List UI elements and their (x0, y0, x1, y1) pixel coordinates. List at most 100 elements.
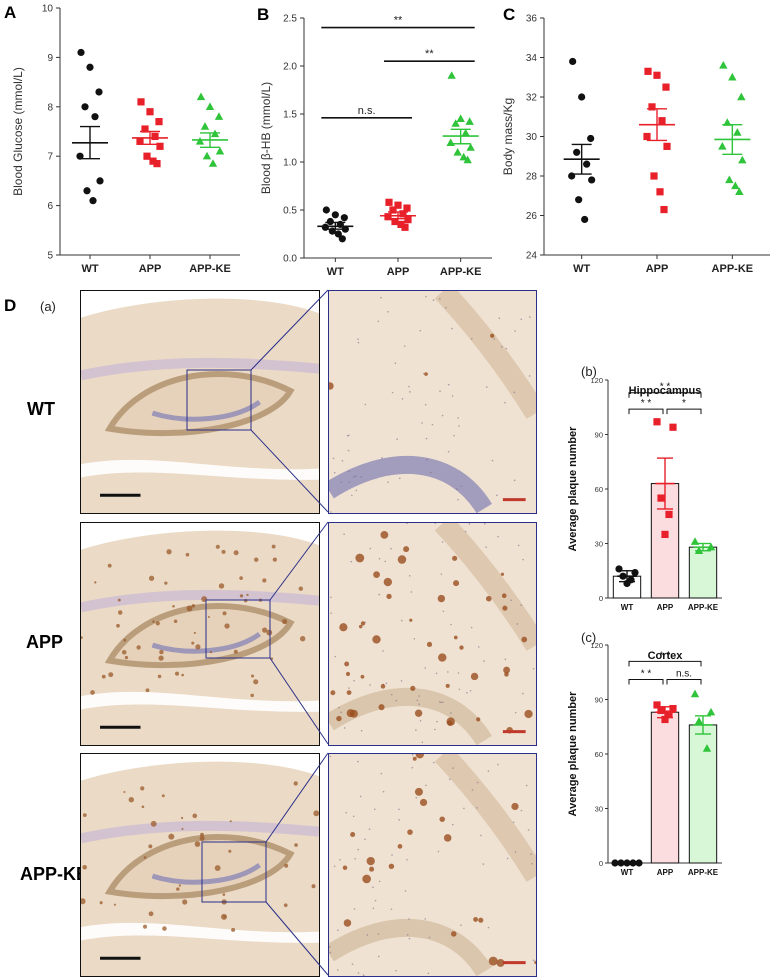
cell-nucleus (418, 703, 420, 705)
amyloid-plaque (148, 575, 155, 581)
data-point (208, 159, 218, 167)
cell-nucleus (374, 808, 376, 811)
cell-nucleus (360, 729, 363, 732)
data-point (706, 707, 716, 716)
amyloid-plaque (294, 843, 298, 847)
y-tick-label: 0.0 (283, 254, 297, 265)
data-point (587, 134, 595, 143)
cell-nucleus (366, 934, 369, 936)
amyloid-plaque (502, 605, 508, 611)
cell-nucleus (390, 908, 393, 910)
amyloid-plaque (452, 555, 458, 561)
data-point (205, 102, 215, 110)
amyloid-plaque (123, 638, 127, 642)
y-tick-label: 9 (47, 53, 53, 64)
cell-nucleus (500, 346, 503, 348)
y-tick-label: 36 (526, 14, 538, 25)
amyloid-plaque (503, 666, 511, 674)
cell-nucleus (378, 593, 381, 596)
amyloid-plaque (336, 715, 342, 722)
data-point (631, 568, 639, 577)
amyloid-plaque (185, 552, 190, 557)
cell-nucleus (364, 403, 367, 406)
amyloid-plaque (283, 903, 288, 908)
amyloid-plaque (397, 555, 407, 564)
cell-nucleus (434, 523, 436, 524)
amyloid-plaque (199, 835, 205, 841)
significance-label: n.s. (676, 669, 692, 680)
amyloid-plaque (345, 671, 351, 677)
cell-nucleus (382, 650, 384, 652)
cell-nucleus (504, 658, 507, 661)
cell-nucleus (333, 865, 336, 868)
cell-nucleus (460, 485, 463, 487)
amyloid-plaque (478, 917, 484, 923)
series-wt (72, 48, 108, 205)
amyloid-plaque (476, 717, 481, 722)
data-point (384, 213, 392, 221)
data-point (81, 103, 89, 111)
amyloid-plaque (362, 874, 371, 884)
amyloid-plaque (299, 636, 306, 642)
cell-nucleus (374, 899, 377, 902)
data-point (578, 93, 586, 101)
data-point (575, 196, 583, 204)
cell-nucleus (381, 457, 383, 459)
white-matter-band (81, 820, 319, 844)
data-point (738, 155, 747, 164)
cell-nucleus (330, 612, 333, 614)
amyloid-plaque (403, 546, 410, 553)
cell-nucleus (470, 626, 473, 629)
cell-nucleus (528, 375, 531, 377)
amyloid-plaque (407, 829, 413, 835)
data-point (648, 103, 656, 111)
data-point (151, 132, 159, 141)
cell-nucleus (522, 692, 524, 695)
data-point (706, 542, 716, 551)
amyloid-plaque (459, 645, 464, 650)
y-tick-label: 90 (595, 431, 603, 440)
amyloid-plaque (233, 550, 239, 556)
y-tick-label: 120 (590, 376, 603, 385)
data-point (583, 160, 591, 168)
data-point (141, 125, 149, 133)
cell-nucleus (522, 558, 524, 561)
amyloid-plaque (251, 674, 255, 678)
amyloid-plaque (158, 655, 164, 661)
data-point (461, 128, 470, 137)
amyloid-plaque (164, 581, 168, 585)
cell-nucleus (345, 811, 347, 814)
amyloid-plaque (521, 636, 528, 643)
data-point (581, 215, 589, 224)
data-point (447, 71, 456, 79)
amyloid-plaque (113, 903, 116, 906)
cell-nucleus (468, 523, 471, 525)
data-point (153, 160, 161, 168)
data-point (735, 187, 744, 195)
cell-nucleus (400, 680, 403, 682)
data-point (694, 716, 704, 725)
data-point (77, 48, 85, 57)
sub-letter-a: (a) (40, 299, 56, 314)
y-axis-label: Blood Glucose (mmol/L) (11, 67, 25, 196)
amyloid-plaque (360, 621, 366, 626)
data-point (399, 210, 407, 218)
row-label-app-ke: APP-KE (20, 864, 89, 884)
y-tick-label: 90 (595, 696, 603, 705)
data-point (322, 206, 330, 214)
data-point (702, 744, 712, 752)
amyloid-plaque (191, 641, 195, 645)
y-tick-label: 32 (526, 93, 538, 104)
cell-nucleus (497, 535, 499, 538)
data-point (569, 57, 577, 66)
cell-nucleus (398, 477, 401, 480)
amyloid-plaque (181, 827, 184, 831)
sub-letter-b: (b) (581, 364, 597, 379)
data-point (149, 157, 157, 165)
y-tick-label: 0 (599, 859, 603, 868)
cell-nucleus (504, 401, 506, 404)
cell-nucleus (447, 450, 450, 453)
data-point (463, 155, 472, 164)
blood-glucose-chart: Blood Glucose (mmol/L) 5 6 7 8 9 10 WT APP APP-KE (11, 4, 240, 275)
chart-title: Cortex (648, 650, 684, 662)
